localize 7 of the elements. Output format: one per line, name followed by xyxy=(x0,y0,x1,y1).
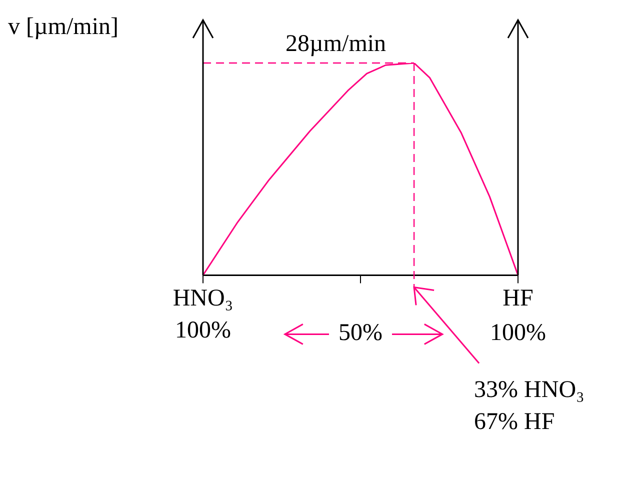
annotation: HF xyxy=(502,285,534,312)
ref-line-label: 28µm/min xyxy=(286,31,386,57)
annotation: HNO₃ 100% xyxy=(172,285,234,344)
x-tick-label: 100% xyxy=(490,320,546,346)
x-tick-label: 50% xyxy=(338,320,382,346)
y-axis-title: v [µm/min] xyxy=(8,14,118,40)
ref-line-label: 33% HNO₃ 67% HF xyxy=(474,377,584,436)
